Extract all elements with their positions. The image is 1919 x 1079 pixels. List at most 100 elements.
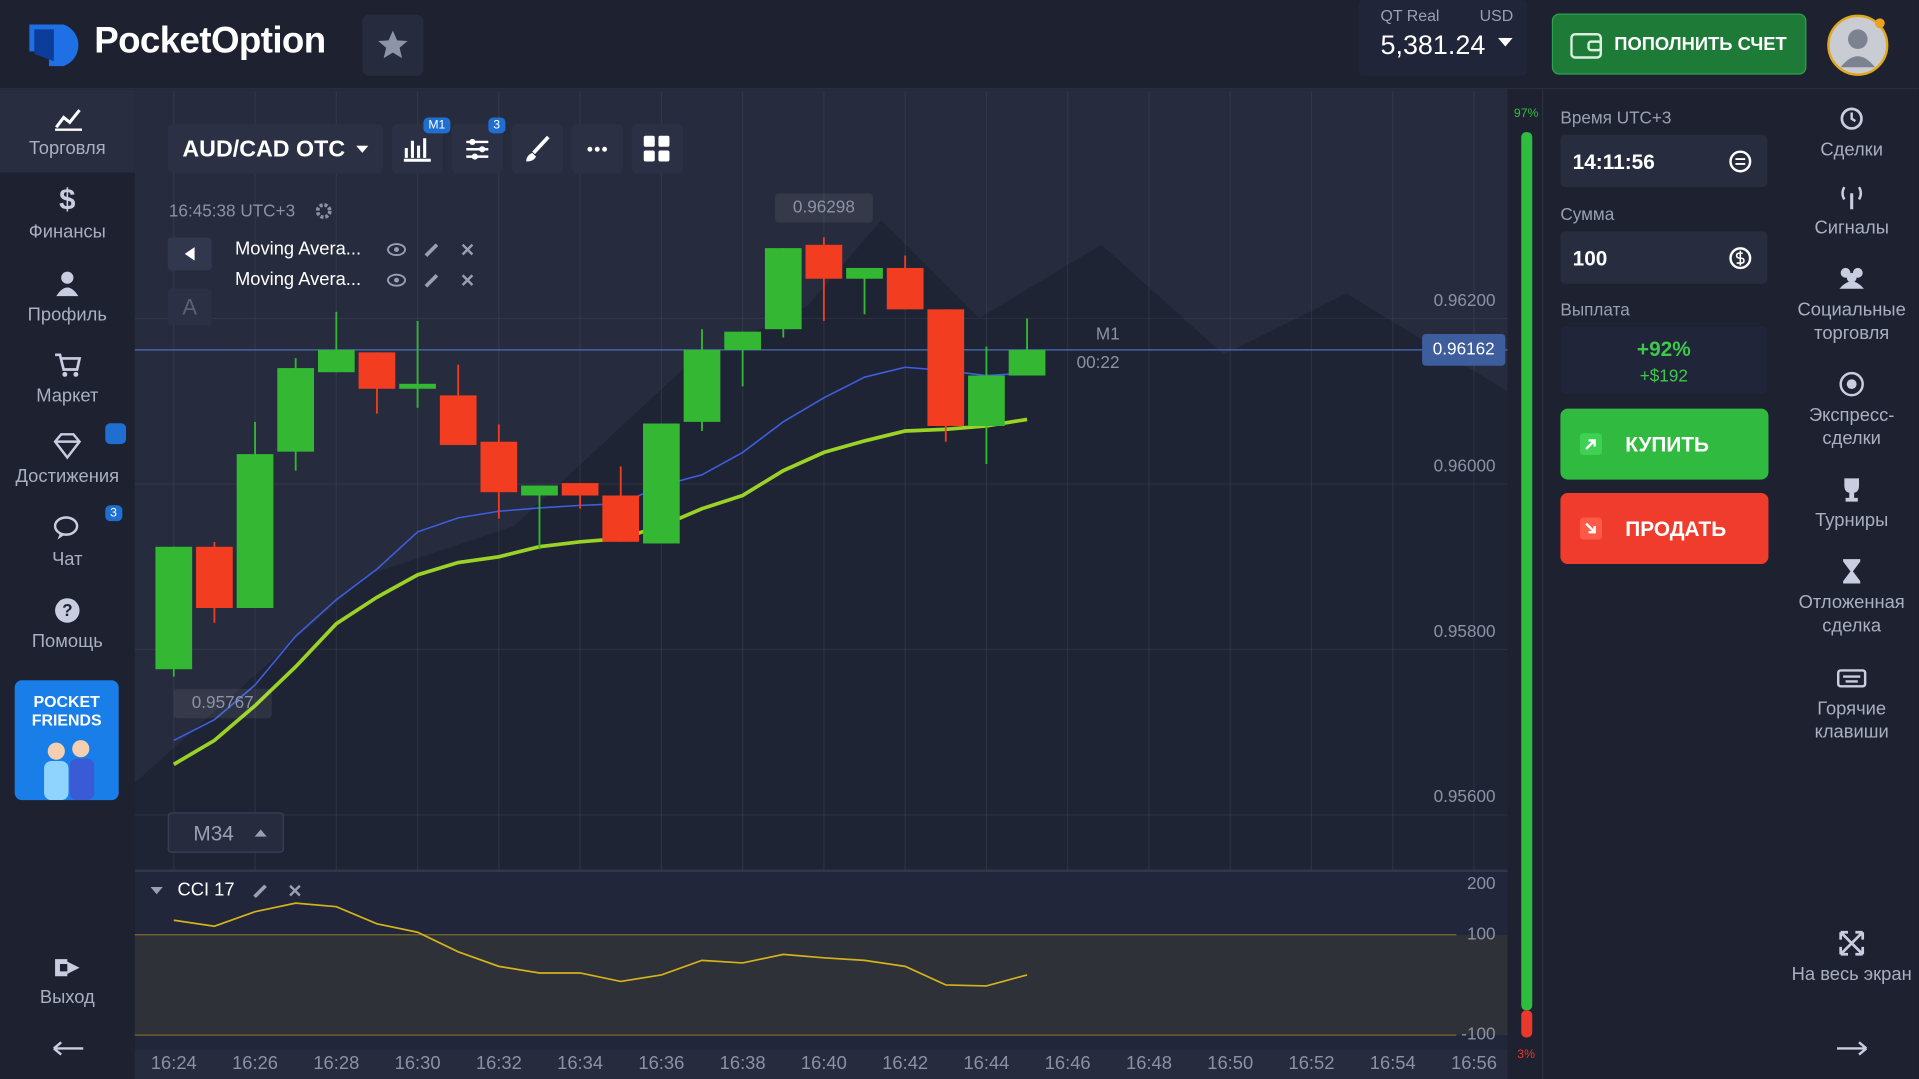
nav-icon xyxy=(1841,186,1863,210)
nav-item[interactable]: На весь экран xyxy=(1784,929,1919,986)
icon-part xyxy=(55,959,80,977)
nav-item[interactable]: Экспресс-сделки xyxy=(1784,369,1919,450)
nav-item[interactable]: ? Помощь xyxy=(0,596,135,653)
header xyxy=(0,0,1919,90)
icon-part xyxy=(1843,559,1861,584)
nav-icon xyxy=(1840,107,1863,130)
currency: USD xyxy=(1479,6,1514,25)
icon-part xyxy=(378,30,408,59)
candle-body xyxy=(521,485,558,496)
nav-item[interactable]: $ Финансы xyxy=(0,186,135,243)
buy-button[interactable]: КУПИТЬ xyxy=(1560,408,1769,480)
expand-arrow[interactable] xyxy=(1836,1040,1868,1057)
nav-item[interactable]: Турниры xyxy=(1784,475,1919,532)
icon-part xyxy=(55,353,82,371)
nav-label: Торговля xyxy=(28,138,106,160)
icon-part xyxy=(587,146,593,152)
nav-item[interactable]: Маркет xyxy=(0,350,135,407)
nav-item[interactable]: Сигналы xyxy=(1784,182,1919,239)
timeframe-label: M34 xyxy=(193,822,234,846)
nav-item[interactable]: Чат xyxy=(0,514,135,571)
icon-part xyxy=(403,138,431,162)
timeframe-selector[interactable]: M34 xyxy=(167,812,284,853)
candle-body xyxy=(236,454,274,609)
candle-body xyxy=(643,423,680,544)
drawing-label[interactable]: A xyxy=(167,288,212,326)
sell-button[interactable]: ПРОДАТЬ xyxy=(1560,493,1769,564)
promo-card[interactable]: POCKET FRIENDS xyxy=(14,680,119,801)
icon-part xyxy=(254,829,267,837)
sentiment-panel xyxy=(1507,89,1543,1079)
asset-selector[interactable]: AUD/CAD OTC xyxy=(167,123,384,174)
icon-part xyxy=(658,135,670,147)
indicators-button[interactable] xyxy=(451,123,504,174)
payout-box: +92% +$192 xyxy=(1560,326,1768,394)
chat-badge: 3 xyxy=(105,505,122,522)
nav-icon xyxy=(1836,669,1867,688)
candle-body xyxy=(1008,349,1046,376)
collapse-arrow[interactable] xyxy=(53,1040,85,1057)
icon-part xyxy=(56,287,79,297)
time-input[interactable]: 14:11:56 xyxy=(1560,134,1768,188)
nav-label: Сигналы xyxy=(1814,217,1889,239)
candle-body xyxy=(968,375,1005,426)
nav-item[interactable]: Отложенная сделка xyxy=(1784,557,1919,638)
candle-body xyxy=(358,352,396,389)
icon-part xyxy=(55,598,80,623)
moving-average xyxy=(173,366,1028,742)
nav-label: Горячие клавиши xyxy=(1814,698,1889,743)
icon-part xyxy=(1844,478,1860,502)
nav-icon xyxy=(1839,371,1864,397)
icon-part xyxy=(69,758,95,801)
icon-part xyxy=(44,760,69,801)
avatar[interactable] xyxy=(1826,13,1892,79)
nav-item[interactable]: Достижения xyxy=(0,431,135,488)
icon-part xyxy=(643,135,655,147)
icon-part xyxy=(479,146,486,153)
nav-item[interactable]: Торговля xyxy=(0,103,135,160)
icon-part: ? xyxy=(62,600,72,620)
candle-body xyxy=(886,267,924,310)
nav-label: Отложенная сделка xyxy=(1798,592,1905,637)
amount-input[interactable]: 100 xyxy=(1560,231,1768,284)
candle-body xyxy=(561,483,599,496)
icon-part xyxy=(602,146,608,152)
icon-part xyxy=(47,742,65,760)
nav-icon xyxy=(55,353,82,377)
nav-label: Профиль xyxy=(27,304,107,326)
icon-part xyxy=(315,203,332,219)
nav-item[interactable]: Профиль xyxy=(0,269,135,326)
icon-part xyxy=(1843,675,1861,683)
icon-part xyxy=(44,740,95,801)
nav-label: Помощь xyxy=(31,631,103,653)
icon-part xyxy=(403,138,431,162)
favorites-button[interactable] xyxy=(362,14,424,76)
icon-part xyxy=(356,145,369,153)
timeframe-badge: M1 xyxy=(423,117,451,134)
more-button[interactable] xyxy=(571,123,623,174)
icon-part xyxy=(469,138,476,145)
settings-icon[interactable] xyxy=(315,202,333,220)
icon-part xyxy=(34,29,54,62)
nav-icon: $ xyxy=(59,186,75,215)
nav-icon: ? xyxy=(55,598,80,623)
indicator-toggle[interactable] xyxy=(167,237,212,271)
drawing-button[interactable] xyxy=(511,123,563,174)
candle-body xyxy=(439,395,477,446)
icon-part xyxy=(1729,150,1752,173)
nav-label: Маркет xyxy=(36,385,99,407)
deposit-button[interactable]: ПОПОЛНИТЬ СЧЕТ xyxy=(1551,13,1807,75)
candle-body xyxy=(602,495,640,542)
logo-icon xyxy=(29,24,79,67)
candle-body xyxy=(846,267,883,279)
exit-nav[interactable]: Выход xyxy=(0,954,135,1009)
logo-text: PocketOption xyxy=(94,20,326,62)
amount-value: 100 xyxy=(1572,247,1608,271)
nav-item[interactable]: Социальные торговля xyxy=(1784,264,1919,345)
nav-item[interactable]: Горячие клавиши xyxy=(1784,663,1919,744)
layout-button[interactable] xyxy=(631,123,683,174)
nav-item[interactable]: Сделки xyxy=(1784,104,1919,161)
icon-part: $ xyxy=(59,186,75,215)
right-nav xyxy=(1784,89,1919,1079)
